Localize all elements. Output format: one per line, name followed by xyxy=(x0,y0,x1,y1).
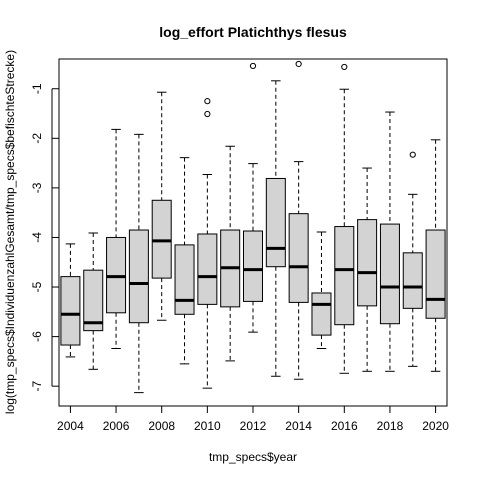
x-tick-label: 2012 xyxy=(240,419,267,433)
box-2008 xyxy=(151,91,172,321)
y-tick-label: -7 xyxy=(30,381,44,392)
box-2017 xyxy=(357,167,378,372)
outlier-point xyxy=(204,110,211,118)
box-2018 xyxy=(379,111,400,372)
y-tick-label: -3 xyxy=(30,182,44,193)
box-2013 xyxy=(265,80,286,377)
iqr-box xyxy=(425,229,446,319)
iqr-box xyxy=(151,199,172,279)
y-tick-label: -2 xyxy=(30,133,44,144)
y-tick-label: -6 xyxy=(30,331,44,342)
box-2006 xyxy=(106,128,127,349)
x-tick-label: 2016 xyxy=(331,419,358,433)
box-2016 xyxy=(334,63,355,374)
iqr-box xyxy=(174,244,195,315)
box-2019 xyxy=(402,151,423,367)
x-tick-label: 2004 xyxy=(57,419,84,433)
iqr-box xyxy=(83,269,104,332)
x-axis-title: tmp_specs$year xyxy=(209,450,297,464)
x-tick-label: 2008 xyxy=(148,419,175,433)
box-2010 xyxy=(197,98,218,389)
iqr-box xyxy=(60,276,81,346)
x-tick-label: 2006 xyxy=(103,419,130,433)
outlier-point xyxy=(249,62,257,70)
plot-area: 2004 2006 2008 2010 2012 2014 2016 2018 2020 -7 -6… xyxy=(30,58,449,433)
x-tick-label: 2010 xyxy=(194,419,221,433)
x-tick-label: 2018 xyxy=(377,419,404,433)
box-2009 xyxy=(174,157,195,365)
y-axis-title: log(tmp_specs$IndividuenzahlGesamt/tmp_s… xyxy=(3,50,17,414)
box-2011 xyxy=(220,145,241,362)
iqr-box xyxy=(402,252,423,309)
outlier-point xyxy=(204,98,211,105)
box-2007 xyxy=(128,133,149,394)
y-tick-label: -4 xyxy=(30,232,44,243)
iqr-box xyxy=(379,223,400,325)
box-2015 xyxy=(311,231,332,349)
iqr-box xyxy=(288,213,309,303)
box-2004 xyxy=(60,243,81,358)
x-tick-label: 2014 xyxy=(285,419,312,433)
iqr-box xyxy=(197,233,218,305)
iqr-box xyxy=(357,219,378,307)
iqr-box xyxy=(265,177,286,268)
x-tick-label: 2020 xyxy=(422,419,449,433)
outlier-point xyxy=(295,60,302,68)
y-tick-label: -5 xyxy=(30,281,44,292)
y-tick-label: -1 xyxy=(30,83,44,94)
iqr-box xyxy=(311,292,332,336)
iqr-box xyxy=(128,229,149,324)
iqr-box xyxy=(243,230,263,302)
outlier-point xyxy=(409,151,416,158)
chart-title: log_effort Platichthys flesus xyxy=(159,24,347,40)
box-2020 xyxy=(425,139,446,372)
box-2005 xyxy=(83,232,104,370)
box-2012 xyxy=(243,62,263,333)
box-2014 xyxy=(288,60,309,380)
outlier-point xyxy=(341,63,348,71)
iqr-box xyxy=(334,226,355,326)
